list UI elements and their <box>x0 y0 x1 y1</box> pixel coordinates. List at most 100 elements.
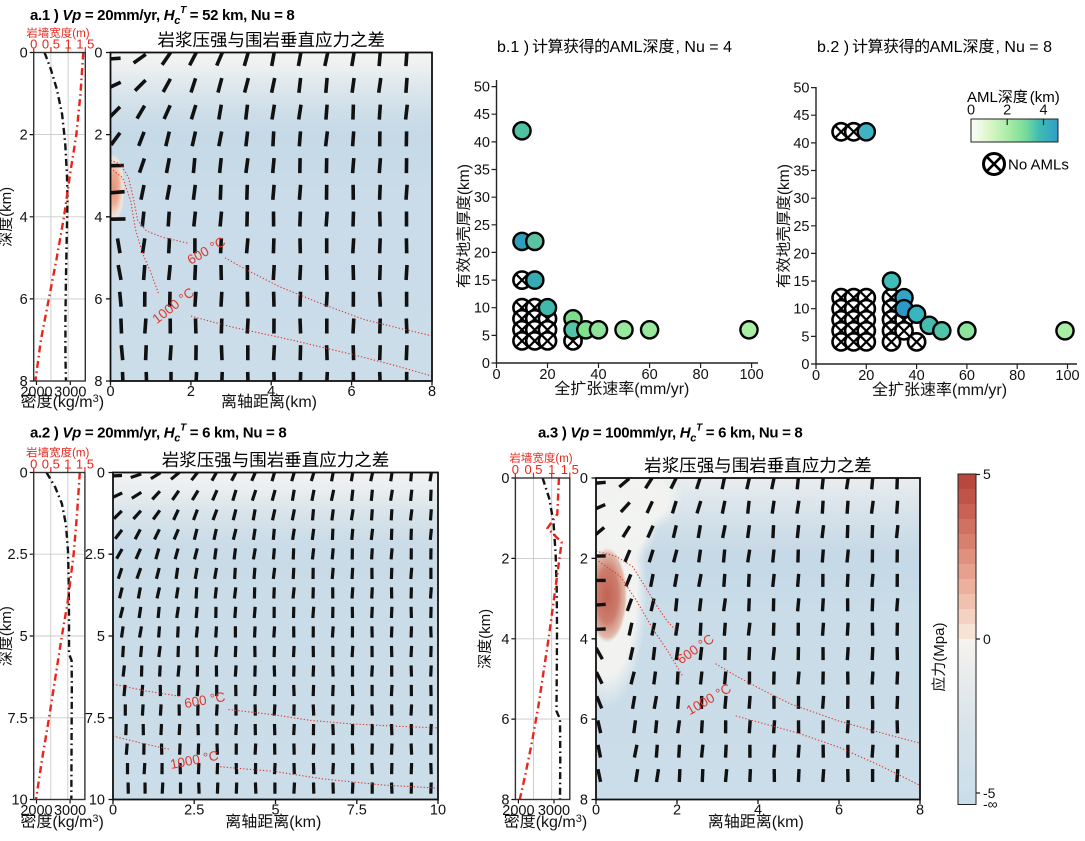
svg-text:0: 0 <box>97 466 105 482</box>
svg-text:(km): (km) <box>456 164 473 195</box>
svg-text:3000: 3000 <box>54 385 86 401</box>
svg-text:7.5: 7.5 <box>85 711 105 727</box>
svg-text:(km): (km) <box>0 606 15 636</box>
svg-text:No AMLs: No AMLs <box>1008 157 1069 174</box>
svg-text:8: 8 <box>428 384 436 400</box>
svg-text:6: 6 <box>835 803 843 819</box>
svg-text:25: 25 <box>793 219 809 235</box>
svg-text:4: 4 <box>1039 103 1047 119</box>
svg-text:a.1 ) Vp = 20mm/yr, HcT = 52 k: a.1 ) Vp = 20mm/yr, HcT = 52 km, Nu = 8 <box>30 5 294 27</box>
svg-text:b.2 ): b.2 ) <box>817 39 849 56</box>
svg-text:(kg/m3): (kg/m3) <box>536 813 587 831</box>
svg-text:3000: 3000 <box>538 803 570 819</box>
svg-text:-5: -5 <box>983 785 996 801</box>
svg-text:4: 4 <box>94 210 102 226</box>
svg-text:1.5: 1.5 <box>76 37 94 52</box>
svg-text:-∞: -∞ <box>983 796 998 812</box>
svg-text:100: 100 <box>739 367 763 383</box>
svg-text:3000: 3000 <box>54 803 86 819</box>
svg-text:0: 0 <box>983 631 991 647</box>
svg-text:0.5: 0.5 <box>42 457 60 472</box>
svg-text:15: 15 <box>793 274 809 290</box>
svg-text:2: 2 <box>501 551 509 567</box>
svg-text:20: 20 <box>793 246 809 262</box>
svg-text:AML: AML <box>610 39 643 56</box>
svg-text:0: 0 <box>492 367 500 383</box>
svg-text:AML: AML <box>930 39 963 56</box>
svg-text:(m): (m) <box>72 448 89 460</box>
svg-text:8: 8 <box>501 793 509 809</box>
svg-text:30: 30 <box>793 191 809 207</box>
svg-text:5: 5 <box>20 629 28 645</box>
svg-text:2.5: 2.5 <box>184 803 204 819</box>
svg-text:40: 40 <box>590 367 606 383</box>
svg-text:, Nu = 4: , Nu = 4 <box>676 39 733 56</box>
svg-text:20: 20 <box>539 367 555 383</box>
svg-text:4: 4 <box>754 803 762 819</box>
svg-text:(kg/m3): (kg/m3) <box>53 393 104 411</box>
svg-text:30: 30 <box>474 190 490 206</box>
svg-text:6: 6 <box>94 292 102 308</box>
svg-text:600 °C: 600 °C <box>183 689 227 711</box>
svg-text:10: 10 <box>474 301 490 317</box>
svg-text:7.5: 7.5 <box>347 803 367 819</box>
svg-text:0: 0 <box>30 457 37 472</box>
svg-text:0: 0 <box>801 357 809 373</box>
svg-text:2: 2 <box>580 551 588 567</box>
svg-text:0: 0 <box>30 37 37 52</box>
svg-text:45: 45 <box>474 107 490 123</box>
svg-text:2: 2 <box>673 803 681 819</box>
svg-text:b.1 ): b.1 ) <box>497 39 529 56</box>
svg-text:5: 5 <box>482 328 490 344</box>
svg-text:, Nu = 8: , Nu = 8 <box>996 39 1053 56</box>
svg-text:(mm/yr): (mm/yr) <box>952 382 1007 399</box>
svg-text:40: 40 <box>793 136 809 152</box>
svg-text:8: 8 <box>916 803 924 819</box>
svg-text:20: 20 <box>474 245 490 261</box>
svg-text:6: 6 <box>348 384 356 400</box>
svg-text:0: 0 <box>94 46 102 62</box>
svg-text:40: 40 <box>909 368 925 384</box>
svg-text:0: 0 <box>580 471 588 487</box>
svg-text:35: 35 <box>793 164 809 180</box>
svg-text:5: 5 <box>801 329 809 345</box>
svg-text:2000: 2000 <box>20 385 52 401</box>
svg-text:(m): (m) <box>555 453 572 465</box>
svg-text:0: 0 <box>106 384 114 400</box>
svg-text:1: 1 <box>548 462 555 477</box>
svg-text:60: 60 <box>959 368 975 384</box>
svg-text:7.5: 7.5 <box>8 711 28 727</box>
svg-text:1.5: 1.5 <box>561 462 579 477</box>
svg-text:6: 6 <box>501 712 509 728</box>
svg-text:(km): (km) <box>289 814 321 831</box>
svg-text:2.5: 2.5 <box>85 547 105 563</box>
svg-text:(km): (km) <box>776 164 793 195</box>
svg-text:(km): (km) <box>0 187 15 217</box>
svg-text:0: 0 <box>482 356 490 372</box>
svg-text:5: 5 <box>983 466 991 482</box>
svg-text:6: 6 <box>580 712 588 728</box>
svg-text:10: 10 <box>793 302 809 318</box>
svg-text:50: 50 <box>474 80 490 96</box>
svg-text:4: 4 <box>501 632 509 648</box>
svg-text:10: 10 <box>89 793 105 809</box>
svg-text:0.5: 0.5 <box>524 462 542 477</box>
svg-text:40: 40 <box>474 135 490 151</box>
svg-text:0: 0 <box>501 471 509 487</box>
svg-text:0: 0 <box>967 103 975 119</box>
svg-text:(km): (km) <box>1030 89 1060 106</box>
svg-text:15: 15 <box>474 273 490 289</box>
svg-text:a.3 ) Vp = 100mm/yr, HcT = 6 k: a.3 ) Vp = 100mm/yr, HcT = 6 km, Nu = 8 <box>538 423 802 445</box>
svg-text:(m): (m) <box>72 28 89 40</box>
svg-text:(Mpa): (Mpa) <box>931 623 948 662</box>
svg-text:10: 10 <box>12 793 28 809</box>
svg-text:(mm/yr): (mm/yr) <box>634 381 689 398</box>
svg-text:0: 0 <box>592 803 600 819</box>
svg-text:1: 1 <box>64 37 71 52</box>
svg-text:100: 100 <box>1055 368 1079 384</box>
svg-text:2: 2 <box>1003 103 1011 119</box>
svg-text:2: 2 <box>187 384 195 400</box>
svg-text:0: 0 <box>812 368 820 384</box>
svg-text:1: 1 <box>64 457 71 472</box>
svg-text:AML: AML <box>967 89 998 106</box>
